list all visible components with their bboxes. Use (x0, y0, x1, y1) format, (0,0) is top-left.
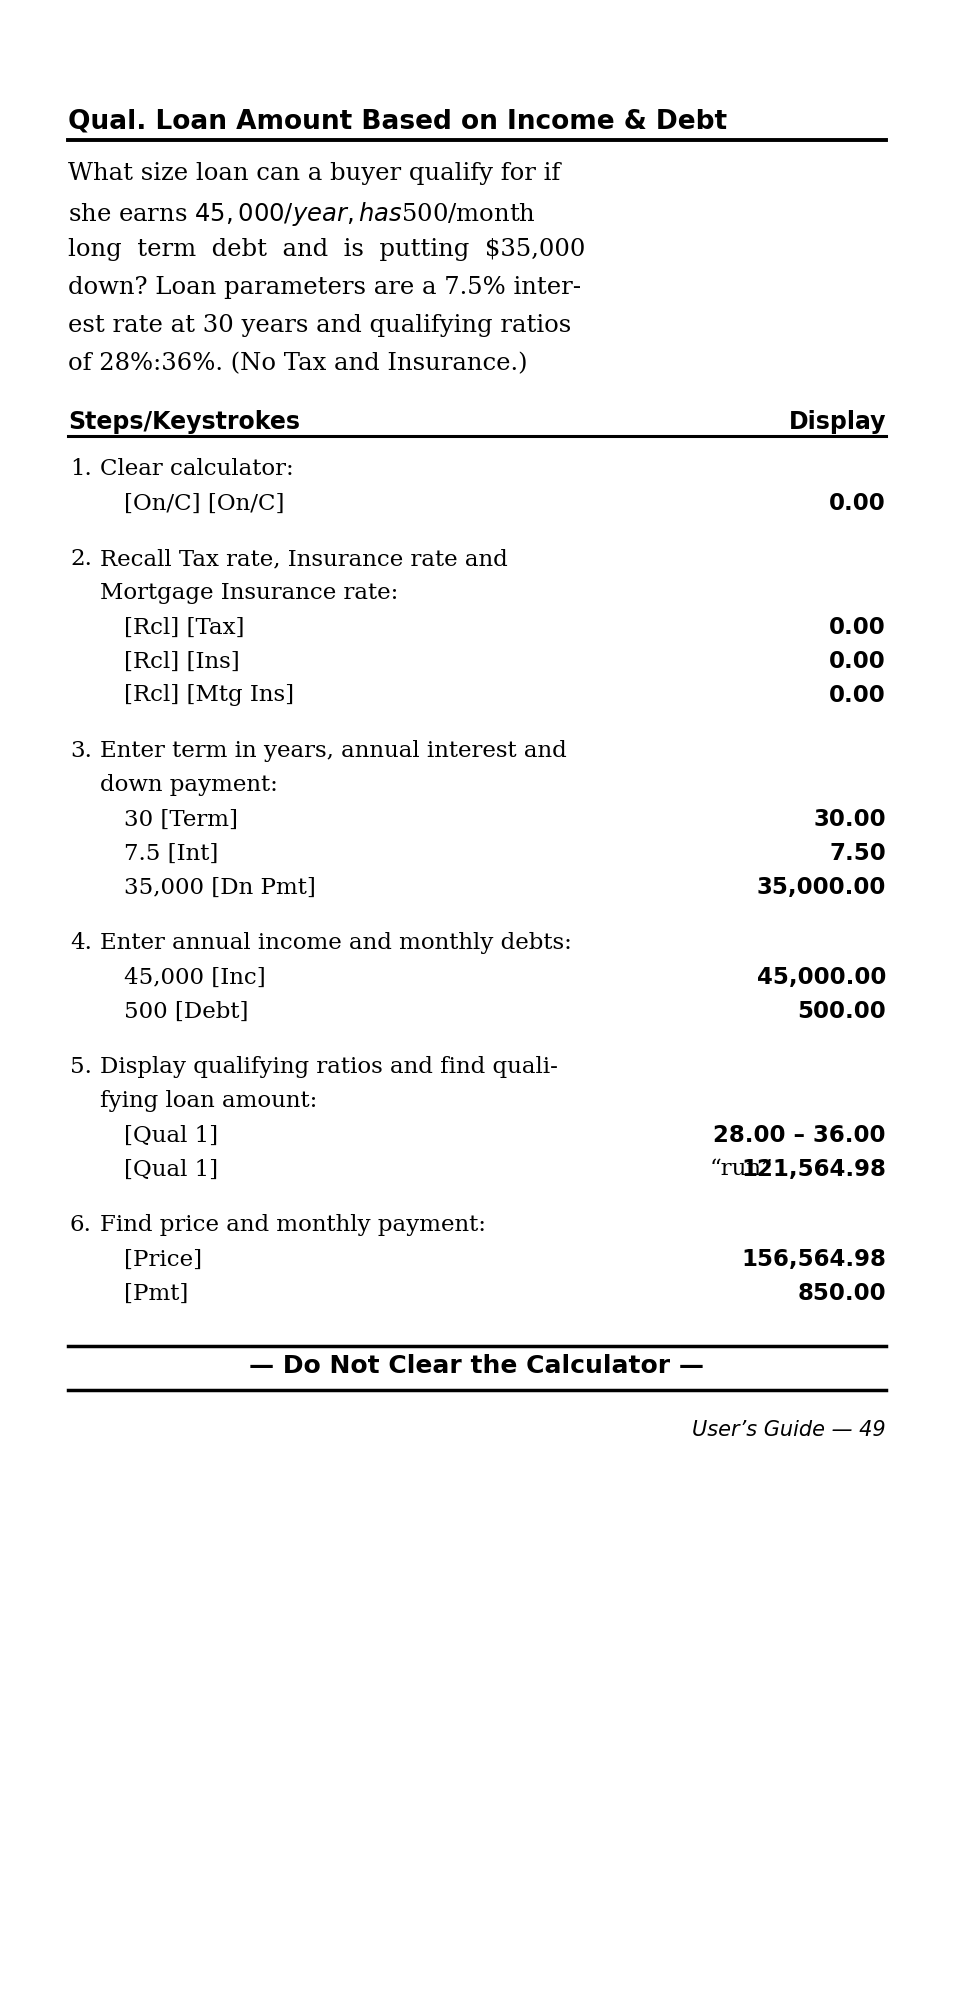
Text: 1.: 1. (70, 458, 91, 480)
Text: of 28%:36%. (No Tax and Insurance.): of 28%:36%. (No Tax and Insurance.) (68, 352, 527, 376)
Text: User’s Guide — 49: User’s Guide — 49 (692, 1420, 885, 1440)
Text: 3.: 3. (70, 741, 91, 763)
Text: 500.00: 500.00 (797, 1000, 885, 1023)
Text: [Rcl] [Tax]: [Rcl] [Tax] (124, 617, 244, 639)
Text: [Rcl] [Mtg Ins]: [Rcl] [Mtg Ins] (124, 685, 294, 707)
Text: 5.: 5. (70, 1057, 91, 1079)
Text: 7.5 [Int]: 7.5 [Int] (124, 842, 218, 864)
Text: 30.00: 30.00 (813, 808, 885, 832)
Text: 45,000.00: 45,000.00 (756, 966, 885, 990)
Text: — Do Not Clear the Calculator —: — Do Not Clear the Calculator — (250, 1354, 703, 1378)
Text: Mortgage Insurance rate:: Mortgage Insurance rate: (100, 583, 398, 605)
Text: [Qual 1]: [Qual 1] (124, 1125, 218, 1147)
Text: [Qual 1]: [Qual 1] (124, 1159, 218, 1181)
Text: [On/C] [On/C]: [On/C] [On/C] (124, 492, 284, 514)
Text: 850.00: 850.00 (797, 1282, 885, 1306)
Text: Enter term in years, annual interest and: Enter term in years, annual interest and (100, 741, 566, 763)
Text: 121,564.98: 121,564.98 (740, 1159, 885, 1181)
Text: 0.00: 0.00 (828, 685, 885, 707)
Text: 30 [Term]: 30 [Term] (124, 808, 237, 830)
Text: fying loan amount:: fying loan amount: (100, 1091, 317, 1113)
Text: 4.: 4. (70, 932, 91, 954)
Text: Steps/Keystrokes: Steps/Keystrokes (68, 410, 299, 434)
Text: Display: Display (788, 410, 885, 434)
Text: What size loan can a buyer qualify for if: What size loan can a buyer qualify for i… (68, 163, 559, 185)
Text: 500 [Debt]: 500 [Debt] (124, 1000, 248, 1023)
Text: she earns $45,000/year, has $500/month: she earns $45,000/year, has $500/month (68, 201, 536, 229)
Text: Clear calculator:: Clear calculator: (100, 458, 294, 480)
Text: Recall Tax rate, Insurance rate and: Recall Tax rate, Insurance rate and (100, 548, 507, 571)
Text: Display qualifying ratios and find quali-: Display qualifying ratios and find quali… (100, 1057, 558, 1079)
Text: 7.50: 7.50 (828, 842, 885, 866)
Text: Find price and monthly payment:: Find price and monthly payment: (100, 1215, 485, 1236)
Text: 35,000.00: 35,000.00 (756, 876, 885, 900)
Text: long  term  debt  and  is  putting  $35,000: long term debt and is putting $35,000 (68, 239, 585, 261)
Text: 0.00: 0.00 (828, 492, 885, 516)
Text: 35,000 [Dn Pmt]: 35,000 [Dn Pmt] (124, 876, 315, 898)
Text: 45,000 [Inc]: 45,000 [Inc] (124, 966, 266, 988)
Text: 6.: 6. (70, 1215, 91, 1236)
Text: 0.00: 0.00 (828, 651, 885, 673)
Text: [Price]: [Price] (124, 1248, 202, 1270)
Text: down? Loan parameters are a 7.5% inter-: down? Loan parameters are a 7.5% inter- (68, 277, 580, 299)
Text: [Pmt]: [Pmt] (124, 1282, 188, 1304)
Text: est rate at 30 years and qualifying ratios: est rate at 30 years and qualifying rati… (68, 315, 571, 338)
Text: 28.00 – 36.00: 28.00 – 36.00 (713, 1125, 885, 1147)
Text: 0.00: 0.00 (828, 617, 885, 639)
Text: 156,564.98: 156,564.98 (740, 1248, 885, 1272)
Text: 2.: 2. (70, 548, 91, 571)
Text: [Rcl] [Ins]: [Rcl] [Ins] (124, 651, 239, 673)
Text: “run”: “run” (709, 1159, 772, 1181)
Text: Enter annual income and monthly debts:: Enter annual income and monthly debts: (100, 932, 571, 954)
Text: down payment:: down payment: (100, 775, 277, 796)
Text: Qual. Loan Amount Based on Income & Debt: Qual. Loan Amount Based on Income & Debt (68, 108, 726, 135)
